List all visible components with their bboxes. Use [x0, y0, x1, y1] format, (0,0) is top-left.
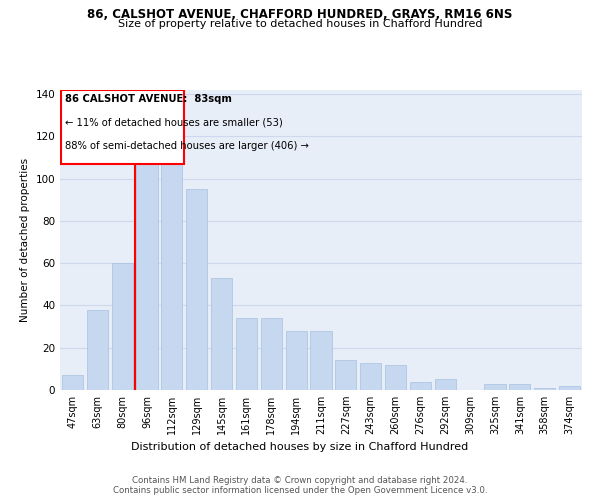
Bar — [136, 147, 158, 390]
Bar — [310, 331, 332, 390]
Bar — [360, 362, 381, 390]
Bar — [286, 331, 307, 390]
Y-axis label: Number of detached properties: Number of detached properties — [20, 158, 30, 322]
Bar — [385, 364, 406, 390]
Text: 86, CALSHOT AVENUE, CHAFFORD HUNDRED, GRAYS, RM16 6NS: 86, CALSHOT AVENUE, CHAFFORD HUNDRED, GR… — [88, 8, 512, 20]
Bar — [559, 386, 580, 390]
Bar — [161, 147, 182, 390]
Text: ← 11% of detached houses are smaller (53): ← 11% of detached houses are smaller (53… — [65, 118, 283, 128]
Text: Contains HM Land Registry data © Crown copyright and database right 2024.: Contains HM Land Registry data © Crown c… — [132, 476, 468, 485]
Bar — [112, 263, 133, 390]
Text: 88% of semi-detached houses are larger (406) →: 88% of semi-detached houses are larger (… — [65, 140, 309, 150]
Text: Size of property relative to detached houses in Chafford Hundred: Size of property relative to detached ho… — [118, 19, 482, 29]
Bar — [62, 375, 83, 390]
Bar — [186, 190, 207, 390]
Bar — [484, 384, 506, 390]
Text: Contains public sector information licensed under the Open Government Licence v3: Contains public sector information licen… — [113, 486, 487, 495]
Bar — [211, 278, 232, 390]
Bar — [509, 384, 530, 390]
Text: 86 CALSHOT AVENUE:  83sqm: 86 CALSHOT AVENUE: 83sqm — [65, 94, 232, 104]
Bar — [261, 318, 282, 390]
Bar — [534, 388, 555, 390]
Bar — [87, 310, 108, 390]
Text: Distribution of detached houses by size in Chafford Hundred: Distribution of detached houses by size … — [131, 442, 469, 452]
FancyBboxPatch shape — [61, 90, 184, 164]
Bar — [236, 318, 257, 390]
Bar — [410, 382, 431, 390]
Bar — [335, 360, 356, 390]
Bar — [435, 380, 456, 390]
